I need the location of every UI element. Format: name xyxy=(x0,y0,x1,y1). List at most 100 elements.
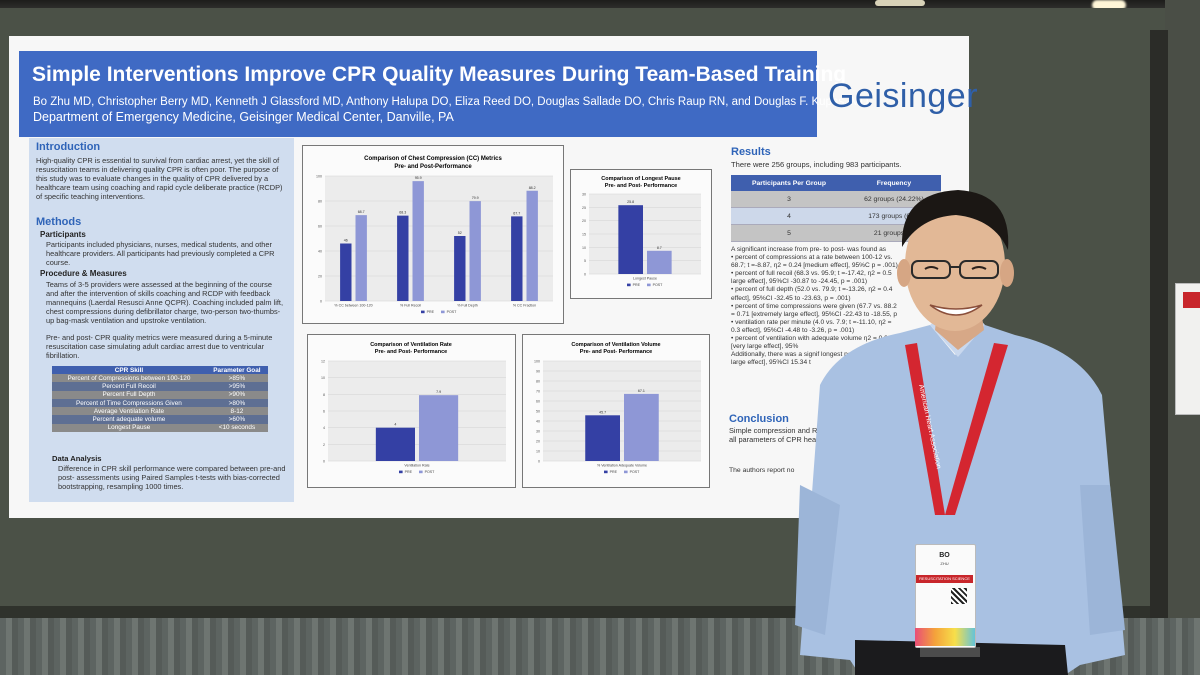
legend-swatch-pre xyxy=(421,310,425,314)
bar-pre xyxy=(397,215,409,301)
x-category-label: % Full Recoil xyxy=(400,304,421,308)
legend-label-pre: PRE xyxy=(610,470,618,474)
y-tick-label: 30 xyxy=(536,430,540,434)
legend-label-pre: PRE xyxy=(405,470,413,474)
y-tick-label: 60 xyxy=(318,225,322,229)
introduction-heading: Introduction xyxy=(36,141,101,153)
table-row: Percent of Compressions between 100-120 >… xyxy=(52,374,268,383)
data-label: 67.1 xyxy=(638,389,645,393)
data-label: 68.7 xyxy=(358,210,365,214)
table-cell: 5 xyxy=(731,224,847,242)
bar-pre xyxy=(585,415,620,461)
chart-title: Comparison of Ventilation Volume xyxy=(571,342,660,348)
bar-pre xyxy=(340,243,352,301)
legend-label-pre: PRE xyxy=(633,283,641,287)
table-header: Participants Per Group xyxy=(731,175,847,191)
participants-text: Participants included physicians, nurses… xyxy=(46,240,275,267)
table-cell: >90% xyxy=(205,390,268,399)
glasses-left-lens xyxy=(911,260,951,279)
chart-subtitle: Pre- and Post-Performance xyxy=(394,164,472,170)
chart-cc-metrics: Comparison of Chest Compression (CC) Met… xyxy=(302,145,564,324)
y-tick-label: 90 xyxy=(536,370,540,374)
data-label: 4 xyxy=(394,423,396,427)
conclusion-text: Simple compression and RCDP, and real-ti… xyxy=(729,426,888,444)
data-label: 95.9 xyxy=(415,176,422,180)
table-cell: Percent of Compressions between 100-120 xyxy=(52,374,206,383)
table-row: Average Ventilation Rate 8-12 xyxy=(52,407,268,416)
bar-pre xyxy=(618,205,643,274)
chart-cc-svg: Comparison of Chest Compression (CC) Met… xyxy=(316,156,553,314)
bar-post xyxy=(647,250,672,274)
table-row: 3 62 groups (24.22%) xyxy=(731,191,941,208)
data-label: 79.9 xyxy=(472,196,479,200)
chart-longest-pause: Comparison of Longest Pause Pre- and Pos… xyxy=(570,169,712,299)
data-label: 88.2 xyxy=(529,186,536,190)
conclusion-heading: Conclusion xyxy=(729,413,789,425)
table-cell: 8-12 xyxy=(205,407,268,416)
chart-title: Comparison of Longest Pause xyxy=(601,176,680,182)
side-flyer-logo xyxy=(1183,292,1200,308)
shirt xyxy=(800,325,1125,675)
chart-subtitle: Pre- and Post- Performance xyxy=(580,349,652,355)
y-tick-label: 50 xyxy=(536,410,540,414)
y-tick-label: 5 xyxy=(584,259,586,263)
geisinger-logo: Geisinger xyxy=(828,77,979,115)
y-tick-label: 6 xyxy=(323,410,325,414)
data-label: 52 xyxy=(458,231,462,235)
x-category-label: % Ventilation Adequate Volume xyxy=(597,464,647,468)
legend-label-pre: PRE xyxy=(427,310,435,314)
smile xyxy=(929,304,983,316)
procedure-text: Teams of 3-5 providers were assessed at … xyxy=(46,280,284,325)
chart-title: Comparison of Chest Compression (CC) Met… xyxy=(364,156,502,162)
y-tick-label: 12 xyxy=(321,360,325,364)
legend-swatch-post xyxy=(441,310,445,314)
y-tick-label: 20 xyxy=(582,219,586,223)
left-ear xyxy=(897,259,911,287)
y-tick-label: 8 xyxy=(323,393,325,397)
x-category-label: Ventilation Rate xyxy=(404,464,429,468)
board-pole xyxy=(1150,30,1168,670)
chart-subtitle: Pre- and Post- Performance xyxy=(605,183,677,189)
y-tick-label: 100 xyxy=(316,175,322,179)
table-row: Percent adequate volume >60% xyxy=(52,415,268,424)
right-ear xyxy=(1000,259,1014,287)
y-tick-label: 0 xyxy=(584,273,586,277)
y-tick-label: 20 xyxy=(536,440,540,444)
legend-swatch-pre xyxy=(399,470,403,474)
ceiling-light xyxy=(875,0,925,6)
introduction-text: High-quality CPR is essential to surviva… xyxy=(36,156,283,201)
bar-post xyxy=(355,215,367,301)
y-tick-label: 30 xyxy=(582,193,586,197)
bar-pre xyxy=(511,216,523,301)
badge-qr-code xyxy=(951,588,967,604)
left-eye xyxy=(924,266,939,270)
badge-surname: ZHU xyxy=(940,561,949,566)
table-cell: Longest Pause xyxy=(52,423,206,433)
procedure-heading: Procedure & Measures xyxy=(40,269,127,278)
table-row: Percent Full Recoil >95% xyxy=(52,382,268,391)
badge-ribbon xyxy=(915,628,975,646)
data-label: 7.9 xyxy=(436,390,441,394)
data-label: 46 xyxy=(344,239,348,243)
y-tick-label: 40 xyxy=(318,250,322,254)
table-row: Percent of Time Compressions Given >80% xyxy=(52,398,268,408)
table-cell: Percent Full Recoil xyxy=(52,382,206,391)
y-tick-label: 40 xyxy=(536,420,540,424)
badge-name: BO xyxy=(939,552,950,559)
presenter-person: American Heart Association xyxy=(795,190,1125,675)
table-row: Percent Full Depth >90% xyxy=(52,390,268,399)
x-category-label: % CC Fraction xyxy=(513,304,536,308)
x-category-label: % CC between 100-120 xyxy=(334,304,372,308)
bar-post xyxy=(624,393,659,461)
y-tick-label: 0 xyxy=(538,460,540,464)
y-tick-label: 80 xyxy=(536,380,540,384)
y-tick-label: 2 xyxy=(323,443,325,447)
authors-note: The authors report no xyxy=(729,467,795,474)
y-tick-label: 15 xyxy=(582,233,586,237)
face xyxy=(905,199,1005,331)
belt xyxy=(920,647,980,657)
table-row: Longest Pause <10 seconds xyxy=(52,423,268,433)
chart-volume-svg: Comparison of Ventilation Volume Pre- an… xyxy=(534,342,701,474)
right-eye xyxy=(971,266,987,270)
badge-strip: RESUSCITATION SCIENCE SYMPOSIUM xyxy=(916,575,973,589)
